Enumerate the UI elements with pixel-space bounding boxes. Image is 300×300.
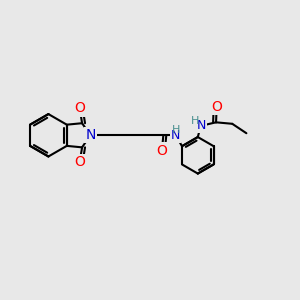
- Text: H: H: [172, 125, 180, 135]
- Text: O: O: [156, 144, 167, 158]
- Text: N: N: [85, 128, 95, 142]
- Text: O: O: [74, 155, 85, 169]
- Text: H: H: [191, 116, 200, 126]
- Text: O: O: [211, 100, 222, 114]
- Text: O: O: [74, 101, 85, 116]
- Text: N: N: [171, 129, 180, 142]
- Text: N: N: [197, 119, 206, 132]
